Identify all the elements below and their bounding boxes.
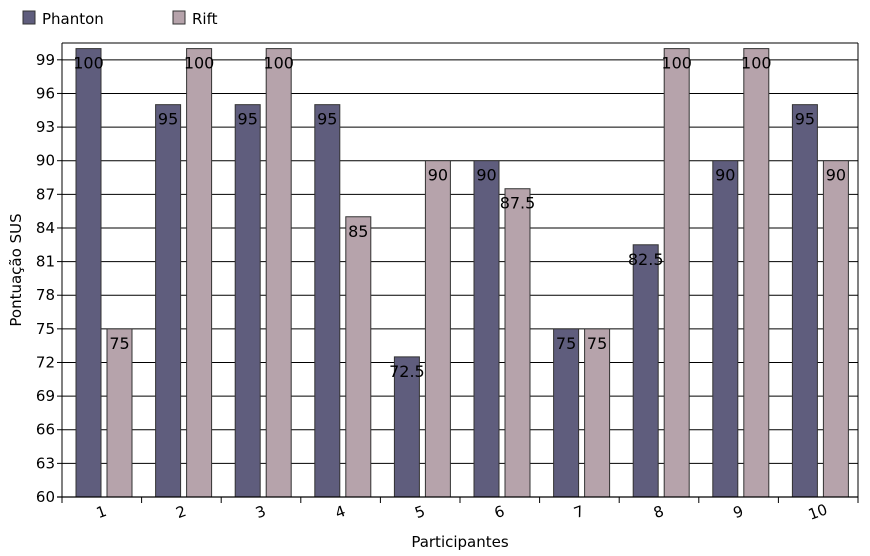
data-label-phanton-5: 72.5: [389, 362, 425, 381]
bar-phanton-6: [473, 160, 500, 498]
bar-rift-3: [265, 48, 292, 498]
y-tick-label: 90: [36, 152, 55, 170]
y-tick-label: 60: [36, 488, 55, 506]
data-label-rift-9: 100: [741, 54, 772, 73]
data-label-phanton-10: 95: [795, 110, 815, 129]
y-tick-label: 84: [36, 219, 55, 237]
y-tick-label: 99: [36, 51, 55, 69]
x-tick-label: 3: [253, 502, 268, 522]
bar-phanton-5: [393, 356, 420, 498]
bar-rift-5: [424, 160, 451, 498]
x-axis: 1 2 3 4 5 6 7 8 9 10: [61, 497, 859, 524]
bar-rift-8: [663, 48, 690, 498]
y-tick-label: 72: [36, 353, 55, 371]
y-tick-label: 96: [36, 84, 55, 102]
data-label-rift-2: 100: [184, 54, 215, 73]
legend: Phanton Rift: [22, 10, 218, 28]
y-tick-label: 69: [36, 387, 55, 405]
y-tick-label: 78: [36, 286, 55, 304]
bar-phanton-7: [553, 328, 580, 498]
data-label-rift-6: 87.5: [500, 194, 536, 213]
bars: [75, 48, 849, 498]
bar-rift-7: [584, 328, 611, 498]
y-axis: 60 63 66 69 72 75 78 81 84 87 90 93 96 99: [36, 43, 63, 506]
plot-frame: [57, 42, 859, 498]
data-label-rift-5: 90: [428, 166, 448, 185]
data-label-rift-8: 100: [661, 54, 692, 73]
x-tick-label: 7: [571, 502, 586, 522]
data-label-rift-10: 90: [826, 166, 846, 185]
legend-label-rift: Rift: [192, 10, 218, 28]
data-label-rift-1: 75: [109, 334, 129, 353]
x-tick-label: 6: [492, 502, 507, 522]
bar-phanton-1: [75, 48, 102, 498]
y-axis-title: Pontuação SUS: [7, 213, 25, 326]
data-label-rift-3: 100: [263, 54, 294, 73]
bar-rift-2: [186, 48, 213, 498]
x-tick-label: 2: [173, 502, 188, 522]
bar-rift-10: [822, 160, 849, 498]
grid-lines: [62, 59, 858, 464]
y-tick-label: 93: [36, 118, 55, 136]
bar-phanton-2: [155, 104, 182, 498]
y-tick-label: 81: [36, 253, 55, 271]
x-tick-label: 1: [94, 502, 109, 522]
bar-rift-4: [345, 216, 372, 498]
data-label-phanton-7: 75: [556, 334, 576, 353]
x-axis-title: Participantes: [411, 533, 509, 551]
y-tick-label: 87: [36, 185, 55, 203]
x-tick-label: 5: [412, 502, 427, 522]
y-tick-label: 66: [36, 421, 55, 439]
data-label-phanton-6: 90: [476, 166, 496, 185]
data-label-rift-4: 85: [348, 222, 368, 241]
data-label-phanton-3: 95: [238, 110, 258, 129]
x-tick-label: 8: [651, 502, 666, 522]
bar-rift-6: [504, 188, 531, 498]
bar-phanton-3: [234, 104, 261, 498]
data-label-rift-7: 75: [587, 334, 607, 353]
bar-rift-1: [106, 328, 133, 498]
x-tick-label: 9: [731, 502, 746, 522]
bar-phanton-4: [314, 104, 341, 498]
bar-phanton-10: [791, 104, 818, 498]
data-label-phanton-9: 90: [715, 166, 735, 185]
bar-phanton-9: [712, 160, 739, 498]
x-tick-label: 4: [333, 502, 348, 522]
bar-rift-9: [743, 48, 770, 498]
y-tick-label: 75: [36, 320, 55, 338]
legend-swatch-phanton: [22, 10, 36, 25]
data-label-phanton-2: 95: [158, 110, 178, 129]
legend-swatch-rift: [172, 10, 186, 25]
x-tick-label: 10: [806, 500, 830, 523]
data-label-phanton-8: 82.5: [628, 250, 664, 269]
legend-label-phanton: Phanton: [42, 10, 104, 28]
data-label-phanton-4: 95: [317, 110, 337, 129]
bar-phanton-8: [632, 244, 659, 498]
y-tick-label: 63: [36, 454, 55, 472]
data-label-phanton-1: 100: [73, 54, 104, 73]
